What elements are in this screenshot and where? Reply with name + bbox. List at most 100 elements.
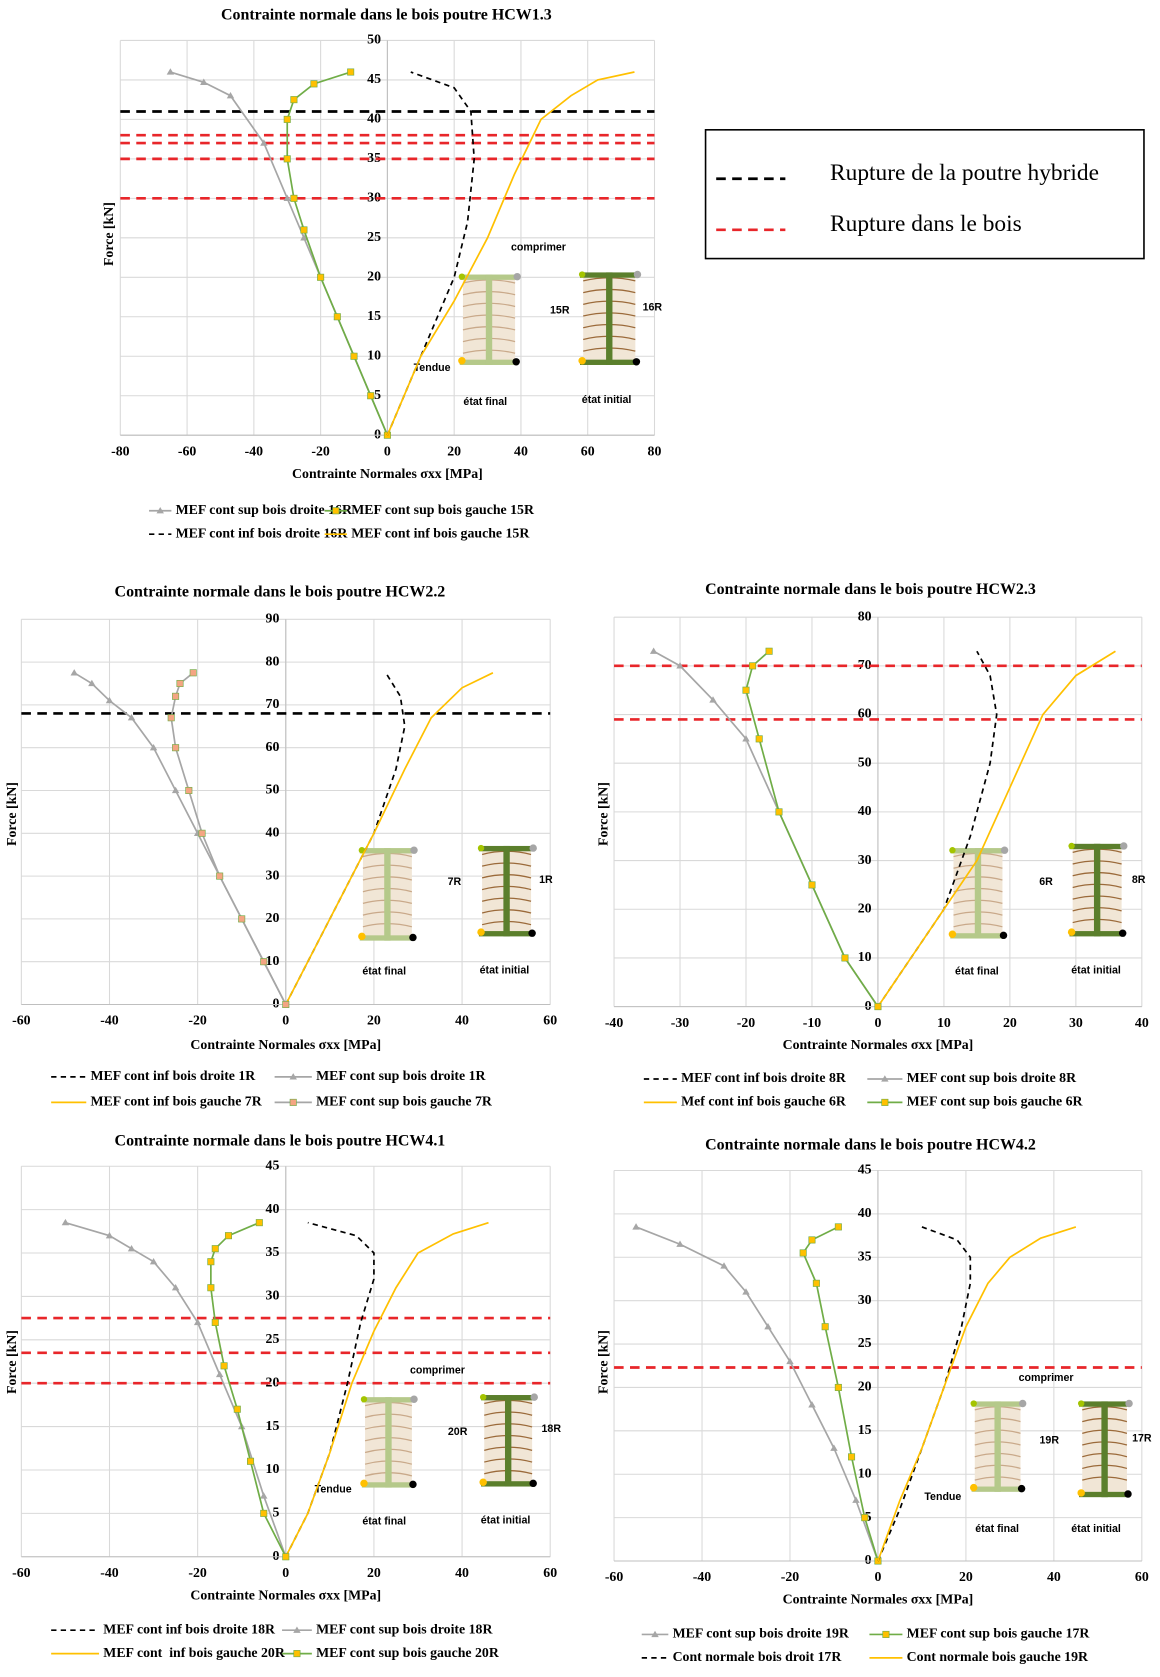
dot: [1018, 1399, 1027, 1408]
marker: [149, 1257, 158, 1265]
y-tick-label: 15: [367, 308, 381, 323]
legend-label: Cont normale bois droit 17R: [673, 1649, 843, 1664]
chart-title: Contrainte normale dans le bois poutre H…: [221, 7, 552, 24]
annotation: Tendue: [414, 362, 451, 374]
marker: [200, 78, 208, 85]
dot: [479, 1393, 487, 1401]
dot: [358, 932, 366, 941]
marker: [350, 352, 358, 360]
legend-label: Cont normale bois gauche 19R: [907, 1649, 1089, 1664]
dot: [969, 1483, 978, 1492]
marker: [283, 155, 291, 163]
dot: [1124, 1490, 1132, 1498]
legend-label: MEF cont sup bois gauche 7R: [316, 1094, 493, 1109]
dot: [458, 273, 466, 280]
marker: [317, 273, 325, 281]
marker: [215, 1370, 224, 1378]
x-tick-label: 0: [282, 1565, 289, 1580]
dot: [1000, 846, 1009, 854]
marker: [808, 881, 816, 889]
legend-label: MEF cont inf bois droite 8R: [681, 1070, 847, 1085]
marker: [749, 662, 757, 670]
annotation: état final: [975, 1523, 1019, 1535]
y-tick-label: 5: [374, 387, 381, 402]
dot: [578, 357, 586, 365]
x-axis-label: Contrainte Normales σxx [MPa]: [292, 466, 483, 481]
x-tick-label: 30: [1069, 1015, 1083, 1030]
data-line: [877, 1226, 972, 1562]
marker: [848, 1453, 856, 1461]
y-axis-label: Force [kN]: [101, 202, 116, 266]
marker: [310, 80, 318, 88]
marker: [834, 1223, 842, 1231]
y-tick-label: 40: [367, 111, 381, 126]
dot: [409, 933, 417, 942]
annotation: état final: [463, 396, 507, 408]
y-tick-label: 40: [858, 803, 872, 818]
y-tick-label: 60: [858, 706, 872, 721]
marker: [852, 1496, 860, 1503]
annotation: 1R: [539, 874, 553, 886]
dot: [1077, 1489, 1085, 1497]
annotation: 7R: [448, 876, 462, 888]
x-tick-label: 60: [543, 1013, 557, 1028]
annotation: état initial: [481, 1514, 531, 1526]
annotation: état initial: [1071, 1523, 1121, 1535]
y-tick-label: 35: [266, 1244, 280, 1259]
data-line: [877, 650, 1116, 1008]
dot: [948, 930, 957, 938]
annotation: Tendue: [315, 1484, 352, 1496]
y-tick-label: 80: [858, 608, 872, 623]
marker: [224, 1232, 232, 1240]
data-line: [745, 650, 879, 1008]
y-tick-label: 0: [865, 1552, 872, 1567]
dot: [477, 928, 485, 936]
dot: [1120, 842, 1128, 850]
chart: -60-40-200204060051015202530354045Contra…: [596, 1137, 1152, 1664]
annotation: 15R: [550, 305, 570, 317]
x-tick-label: -60: [12, 1013, 31, 1028]
marker: [220, 1362, 228, 1370]
marker: [333, 313, 341, 321]
marker: [755, 735, 763, 743]
annotation: 18R: [542, 1423, 562, 1435]
x-tick-label: 20: [367, 1013, 381, 1028]
chart-title: Contrainte normale dans le bois poutre H…: [705, 581, 1036, 598]
marker: [211, 1318, 219, 1326]
x-tick-label: -20: [781, 1569, 800, 1584]
y-tick-label: 25: [858, 1335, 872, 1350]
marker: [207, 1284, 215, 1292]
dot: [1118, 929, 1127, 937]
marker: [260, 958, 268, 966]
y-tick-label: 40: [266, 1201, 280, 1216]
data-line: [285, 674, 406, 1005]
annotation: 16R: [643, 301, 663, 313]
y-tick-label: 15: [266, 1418, 280, 1433]
marker: [61, 1218, 70, 1226]
y-tick-label: 30: [858, 1292, 872, 1307]
marker: [185, 786, 193, 795]
y-tick-label: 10: [266, 953, 280, 968]
marker: [226, 91, 235, 99]
beam-web: [385, 1397, 392, 1488]
x-tick-label: -20: [188, 1565, 207, 1580]
x-tick-label: 40: [1047, 1569, 1061, 1584]
annotation: 8R: [1132, 874, 1146, 886]
annotation: 19R: [1040, 1435, 1060, 1447]
annotation: Tendue: [924, 1491, 961, 1503]
x-tick-label: 0: [282, 1013, 289, 1028]
marker: [882, 1630, 890, 1638]
marker: [300, 234, 308, 241]
x-tick-label: 40: [455, 1565, 469, 1580]
marker: [332, 507, 340, 515]
marker: [881, 1075, 889, 1082]
marker: [651, 1630, 659, 1638]
x-axis-label: Contrainte Normales σxx [MPa]: [190, 1587, 381, 1602]
x-tick-label: -40: [693, 1569, 712, 1584]
marker: [742, 735, 750, 742]
annotation: comprimer: [1019, 1372, 1074, 1384]
legend-label: Rupture dans le bois: [830, 211, 1022, 237]
chart-title: Contrainte normale dans le bois poutre H…: [115, 1132, 446, 1149]
marker: [149, 743, 158, 751]
dot: [1125, 1399, 1133, 1408]
